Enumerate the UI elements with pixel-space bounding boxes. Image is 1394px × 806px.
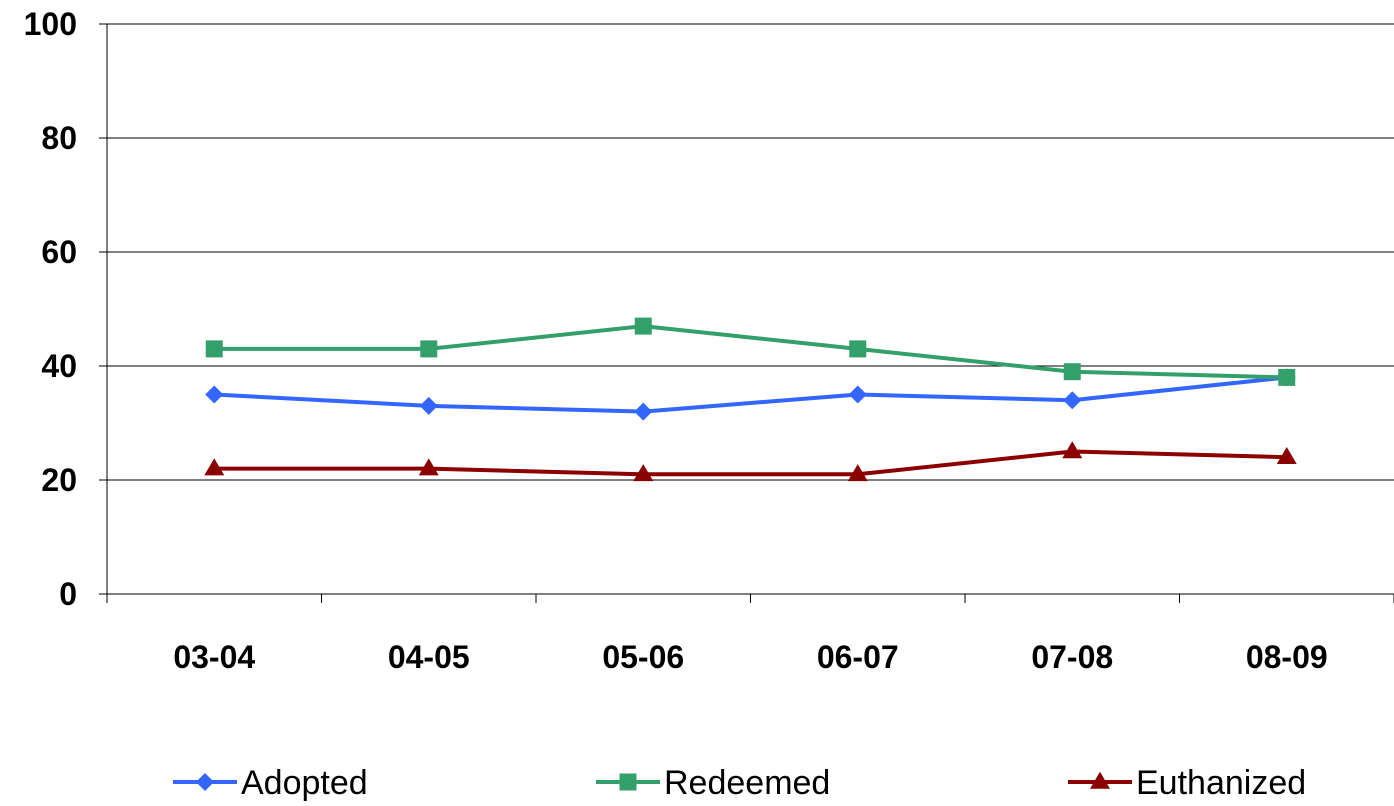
y-tick-labels: 0 20 40 60 80 100	[24, 6, 77, 612]
data-point	[1063, 391, 1082, 410]
legend-marker	[619, 773, 637, 791]
data-point	[1063, 363, 1081, 381]
x-tick-label: 04-05	[388, 639, 470, 675]
data-point	[633, 464, 654, 482]
series-euthanized	[204, 441, 1297, 482]
x-tick-label: 08-09	[1246, 639, 1328, 675]
legend-label: Euthanized	[1136, 764, 1306, 802]
x-tick-label: 07-08	[1031, 639, 1113, 675]
x-tick-label: 05-06	[602, 639, 684, 675]
legend-label: Redeemed	[664, 764, 830, 802]
y-tick-label: 60	[41, 234, 77, 270]
legend-item-redeemed: Redeemed	[596, 764, 830, 802]
data-point	[634, 402, 653, 421]
data-point	[420, 340, 438, 358]
data-point	[848, 385, 867, 404]
data-point	[849, 340, 867, 358]
x-tick-label: 06-07	[817, 639, 899, 675]
legend: Adopted Redeemed Euthanized	[173, 764, 1306, 802]
legend-marker	[196, 773, 214, 791]
data-point	[204, 458, 225, 476]
x-tick-labels: 03-04 04-05 05-06 06-07 07-08 08-09	[173, 639, 1327, 675]
series-line	[214, 324, 1287, 380]
gridlines	[107, 23, 1394, 481]
y-tick-label: 100	[24, 6, 77, 42]
y-tick-label: 0	[59, 576, 77, 612]
y-tick-label: 20	[41, 462, 77, 498]
data-point	[1062, 441, 1083, 459]
data-point	[1276, 447, 1297, 464]
legend-label: Adopted	[241, 764, 368, 802]
axes	[99, 23, 1394, 603]
series-line	[214, 449, 1287, 477]
y-tick-label: 80	[41, 120, 77, 156]
legend-marker	[1090, 771, 1110, 789]
data-point	[419, 396, 438, 415]
data-point	[1278, 368, 1296, 386]
x-tick-label: 03-04	[173, 639, 255, 675]
data-point	[634, 317, 652, 335]
series-adopted	[205, 368, 1296, 421]
series-redeemed	[205, 317, 1296, 386]
data-point	[418, 458, 439, 476]
series-lines	[204, 317, 1297, 482]
series-line	[214, 375, 1287, 414]
data-point	[847, 464, 868, 482]
data-point	[205, 340, 223, 358]
legend-item-adopted: Adopted	[173, 764, 368, 802]
legend-item-euthanized: Euthanized	[1068, 764, 1306, 802]
data-point	[205, 385, 224, 404]
y-tick-label: 40	[41, 348, 77, 384]
